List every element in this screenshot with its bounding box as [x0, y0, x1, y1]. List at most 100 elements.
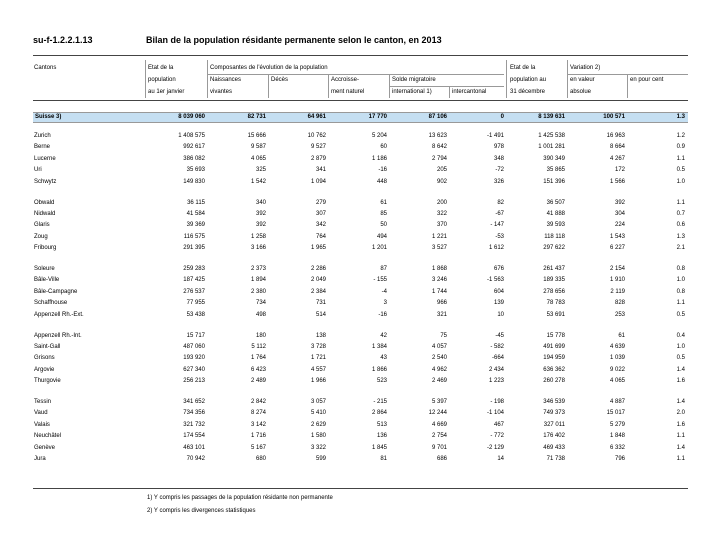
cell-deces: 138: [315, 332, 326, 339]
cell-deces: 342: [315, 222, 326, 229]
cell-naissances: 180: [255, 332, 266, 339]
cell-solde-international: 13 623: [428, 133, 447, 139]
cell-etat-janvier: 386 082: [183, 155, 205, 162]
cell-variation-absolue: 4 887: [609, 399, 625, 405]
cell-accroissement: 60: [380, 144, 387, 151]
cell-etat-decembre: 491 699: [543, 343, 565, 350]
cell-variation-absolue: 5 279: [609, 421, 625, 428]
total-etat-janvier: 8 039 060: [178, 114, 205, 120]
cell-etat-decembre: 71 738: [546, 456, 565, 462]
cell-naissances: 2 380: [250, 288, 266, 295]
cell-etat-janvier: 116 575: [183, 233, 205, 240]
cell-solde-intercantonal: 348: [493, 155, 504, 162]
cell-variation-pourcent: 1.4: [676, 444, 685, 451]
cell-variation-pourcent: 2.1: [676, 245, 685, 252]
header-valeur-line2: absolue: [570, 89, 592, 95]
cell-accroissement: 1 384: [371, 343, 387, 350]
cell-etat-janvier: 77 955: [186, 300, 205, 307]
cell-solde-international: 9 701: [431, 444, 447, 451]
cell-etat-janvier: 149 830: [183, 178, 205, 185]
cell-solde-intercantonal: 14: [497, 456, 504, 462]
cell-accroissement: -16: [378, 167, 387, 174]
cell-etat-decembre: 1 425 538: [538, 133, 565, 139]
cell-variation-absolue: 15 017: [606, 410, 625, 417]
total-naissances: 82 731: [247, 114, 266, 120]
cell-solde-international: 1 744: [431, 288, 447, 295]
cell-solde-international: 3 246: [431, 277, 447, 284]
cell-variation-absolue: 392: [614, 199, 625, 206]
cell-solde-intercantonal: - 198: [490, 399, 504, 405]
cell-variation-absolue: 224: [614, 222, 625, 229]
canton-name: Saint-Gall: [34, 343, 61, 350]
cell-solde-international: 686: [436, 456, 447, 462]
canton-name: Genève: [34, 444, 56, 451]
total-solde-international: 87 106: [428, 114, 447, 120]
cell-variation-absolue: 1 543: [609, 233, 625, 240]
cell-deces: 764: [315, 233, 326, 240]
cell-variation-pourcent: 0.8: [676, 266, 685, 272]
header-naissances-line1: Naissances: [210, 77, 242, 83]
cell-variation-pourcent: 1.4: [676, 366, 685, 373]
cell-naissances: 6 423: [250, 366, 266, 373]
cell-deces: 3 322: [310, 444, 326, 451]
cell-variation-absolue: 796: [614, 456, 625, 462]
cell-deces: 731: [315, 300, 326, 307]
cell-accroissement: 87: [380, 266, 387, 272]
cell-etat-decembre: 636 362: [543, 366, 565, 373]
cell-solde-international: 966: [436, 300, 447, 307]
cell-etat-decembre: 151 396: [543, 178, 565, 185]
cell-accroissement: 1 186: [371, 155, 387, 162]
cell-deces: 1 965: [310, 245, 326, 252]
cell-deces: 10 762: [307, 133, 326, 139]
cell-deces: 2 049: [310, 277, 326, 284]
cell-variation-pourcent: 1.1: [676, 456, 685, 462]
cell-naissances: 15 666: [247, 133, 266, 139]
canton-name: Zoug: [34, 233, 48, 240]
cell-naissances: 1 894: [250, 277, 266, 284]
cell-solde-international: 205: [436, 167, 447, 174]
cell-variation-absolue: 2 119: [610, 288, 625, 295]
cell-etat-decembre: 176 402: [543, 433, 565, 440]
cell-deces: 1 721: [310, 355, 326, 362]
cell-variation-pourcent: 0.8: [676, 288, 685, 295]
cell-etat-janvier: 487 060: [183, 343, 205, 350]
cell-solde-intercantonal: 467: [493, 421, 504, 428]
cell-solde-intercantonal: 10: [497, 311, 504, 318]
cell-solde-intercantonal: - 147: [490, 222, 504, 229]
cell-solde-international: 4 669: [431, 421, 447, 428]
cell-variation-absolue: 1 039: [609, 355, 625, 362]
header-etat1-line3: au 1er janvier: [148, 89, 185, 95]
total-row-bottom-rule: [33, 122, 688, 123]
canton-name: Valais: [34, 421, 50, 428]
cell-solde-intercantonal: -1 104: [486, 410, 504, 417]
header-variation: Variation 2): [570, 65, 601, 71]
cell-naissances: 5 167: [250, 444, 266, 451]
cell-etat-janvier: 992 617: [183, 144, 205, 151]
cell-variation-pourcent: 1.0: [676, 277, 685, 284]
canton-name: Bâle-Campagne: [34, 288, 78, 295]
header-cantons: Cantons: [34, 65, 57, 71]
header-etat1-line2: population: [148, 77, 176, 83]
canton-name: Jura: [34, 456, 46, 462]
cell-variation-pourcent: 1.1: [676, 433, 685, 440]
total-row-band: [33, 112, 688, 122]
cell-variation-absolue: 172: [614, 167, 625, 174]
cell-deces: 514: [315, 311, 326, 318]
cell-naissances: 9 587: [250, 144, 266, 151]
cell-solde-international: 2 469: [431, 378, 447, 385]
cell-variation-absolue: 16 963: [606, 133, 625, 139]
cell-deces: 9 527: [310, 144, 326, 151]
table-title: Bilan de la population résidante permane…: [146, 35, 442, 45]
cell-solde-international: 1 221: [431, 233, 447, 240]
cell-etat-decembre: 41 888: [546, 210, 565, 217]
cell-accroissement: -16: [378, 311, 387, 318]
cell-naissances: 680: [255, 456, 266, 462]
cell-solde-international: 200: [436, 199, 447, 206]
header-divider: [627, 75, 628, 98]
cell-naissances: 498: [255, 311, 266, 318]
cell-etat-decembre: 189 335: [543, 277, 565, 284]
canton-name: Zurich: [34, 133, 51, 139]
cell-solde-intercantonal: -2 129: [486, 444, 504, 451]
cell-variation-pourcent: 0.7: [676, 210, 685, 217]
cell-solde-international: 321: [436, 311, 447, 318]
